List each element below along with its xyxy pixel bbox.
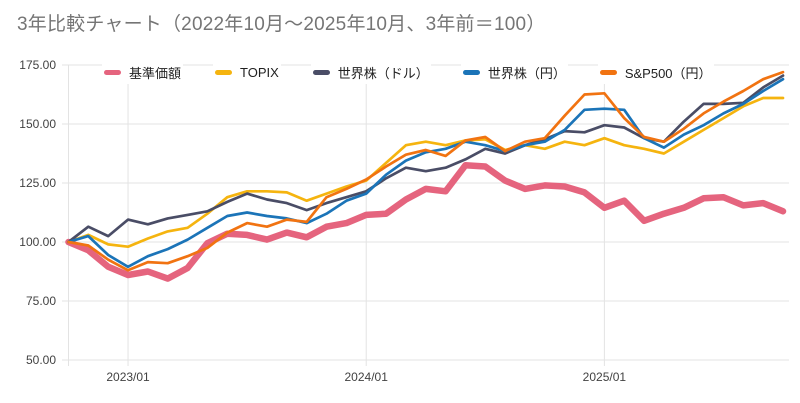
series-line-TOPIX <box>67 96 785 249</box>
y-axis-tick-labels: 175.00 150.00 125.00 100.00 75.00 50.00 <box>19 58 56 367</box>
series-line-S&P500（円） <box>67 70 785 272</box>
legend-swatch-topix <box>215 70 233 75</box>
legend-swatch-world-jpy <box>462 70 480 75</box>
y-axis-tick-label: 150.00 <box>19 117 56 131</box>
series-lines <box>65 70 787 282</box>
x-axis-tick-labels: 2023/01 2024/01 2025/01 <box>106 370 626 384</box>
legend-label-fund: 基準価額 <box>129 66 182 81</box>
legend-label-sp500-jpy: S&P500（円） <box>624 66 712 81</box>
x-axis-tick-label: 2023/01 <box>106 370 150 384</box>
chart-legend: 基準価額 TOPIX 世界株（ドル） 世界株（円） S&P500（円） <box>102 61 714 84</box>
chart-title: 3年比較チャート（2022年10月〜2025年10月、3年前＝100） <box>17 14 546 35</box>
series-line-世界株（円） <box>67 77 785 269</box>
legend-label-world-jpy: 世界株（円） <box>487 66 566 81</box>
legend-swatch-fund <box>104 70 121 75</box>
y-axis-tick-label: 125.00 <box>19 176 56 190</box>
y-axis-tick-label: 175.00 <box>19 58 56 72</box>
legend-label-world-usd: 世界株（ドル） <box>337 66 429 81</box>
legend-item-fund[interactable]: 基準価額 <box>102 61 184 84</box>
legend-item-sp500-jpy[interactable]: S&P500（円） <box>597 61 714 84</box>
y-axis-tick-label: 50.00 <box>26 353 56 367</box>
x-axis-tick-label: 2024/01 <box>345 370 389 384</box>
legend-item-world-usd[interactable]: 世界株（ドル） <box>310 61 431 84</box>
legend-item-topix[interactable]: TOPIX <box>213 63 281 82</box>
series-line-基準価額 <box>65 162 787 282</box>
legend-label-topix: TOPIX <box>240 65 279 80</box>
x-axis-tick-label: 2025/01 <box>583 370 627 384</box>
y-axis-tick-label: 75.00 <box>26 294 56 308</box>
legend-swatch-sp500-jpy <box>599 70 617 75</box>
legend-swatch-world-usd <box>312 70 330 75</box>
y-axis-tick-label: 100.00 <box>19 235 56 249</box>
legend-item-world-jpy[interactable]: 世界株（円） <box>460 61 568 84</box>
series-line-世界株（ドル） <box>67 74 785 244</box>
gridlines <box>62 64 789 366</box>
